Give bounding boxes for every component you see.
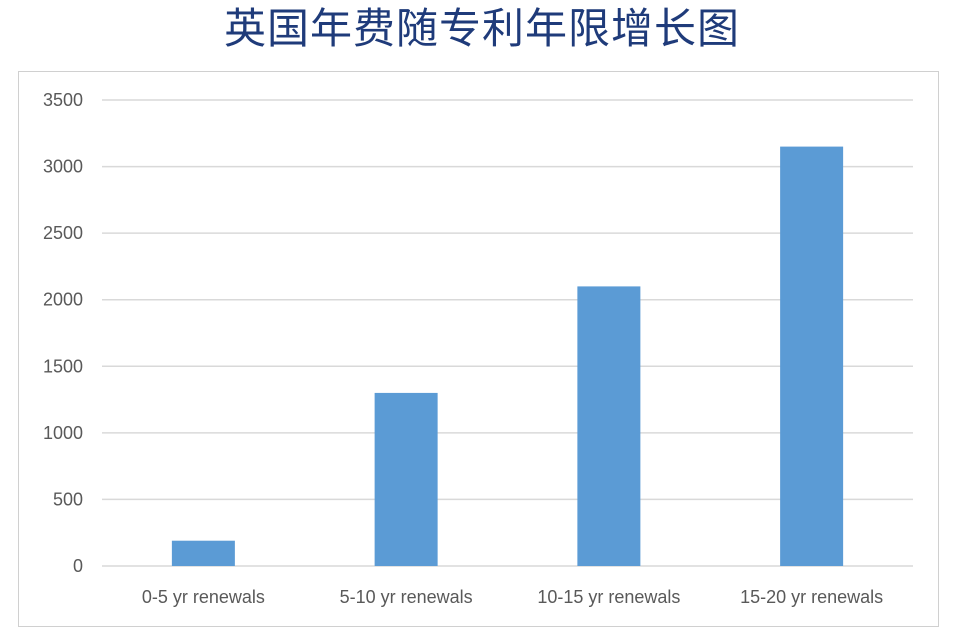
x-tick-label: 5-10 yr renewals: [340, 587, 473, 607]
y-tick-label: 3000: [43, 157, 83, 177]
y-tick-label: 3500: [43, 90, 83, 110]
y-tick-label: 2500: [43, 223, 83, 243]
y-tick-label: 500: [53, 489, 83, 509]
bar-1: [171, 540, 235, 566]
bar-4: [780, 146, 844, 566]
bar-3: [577, 286, 641, 566]
y-tick-label: 0: [73, 556, 83, 576]
bars: [171, 146, 844, 566]
x-axis-ticks: 0-5 yr renewals 5-10 yr renewals 10-15 yr …: [142, 587, 883, 607]
gridlines: [102, 99, 913, 567]
bar-2: [374, 392, 438, 566]
x-tick-label: 15-20 yr renewals: [740, 587, 883, 607]
y-tick-label: 1000: [43, 423, 83, 443]
x-tick-label: 10-15 yr renewals: [537, 587, 680, 607]
chart-title: 英国年费随专利年限增长图: [223, 4, 740, 53]
y-tick-label: 2000: [43, 290, 83, 310]
y-tick-label: 1500: [43, 356, 83, 376]
x-tick-label: 0-5 yr renewals: [142, 587, 265, 607]
y-axis-ticks: 0 500 1000 1500 2000 2500 3000 3500: [43, 90, 83, 576]
